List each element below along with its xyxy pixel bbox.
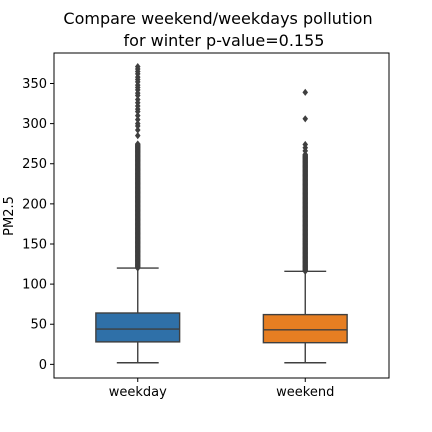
plot-frame <box>53 52 390 379</box>
outlier-point <box>302 140 309 149</box>
y-tick-label: 0 <box>39 358 47 373</box>
outlier-point <box>134 111 141 120</box>
y-tick-label: 50 <box>30 318 47 333</box>
chart-title-line-1: Compare weekend/weekdays pollution <box>63 9 372 28</box>
x-tick-label: weekend <box>276 385 334 400</box>
outlier-point <box>302 115 309 123</box>
y-tick-label: 250 <box>22 157 47 172</box>
outlier-point <box>134 140 141 148</box>
y-tick-label: 100 <box>22 278 47 293</box>
y-tick-label: 350 <box>22 77 47 92</box>
box-group-weekday: weekday <box>95 63 181 400</box>
outlier-point <box>134 120 141 128</box>
y-axis-label: PM2.5 <box>2 196 17 236</box>
outlier-point <box>134 63 141 71</box>
y-tick-label: 150 <box>22 237 47 252</box>
x-tick-label: weekday <box>109 385 167 400</box>
iqr-box <box>95 312 181 343</box>
box-group-weekend: weekend <box>262 88 348 400</box>
y-tick-label: 200 <box>22 197 47 212</box>
outlier-point <box>134 126 141 134</box>
outlier-point <box>134 116 141 124</box>
outlier-point <box>134 95 141 104</box>
iqr-box <box>262 313 348 344</box>
outlier-point <box>134 132 141 140</box>
chart-title-line-2: for winter p-value=0.155 <box>124 31 325 50</box>
plot-area: weekday weekend 0 50 100 150 200 250 300 350 <box>22 52 390 400</box>
outlier-point <box>302 88 309 96</box>
y-tick-label: 300 <box>22 117 47 132</box>
